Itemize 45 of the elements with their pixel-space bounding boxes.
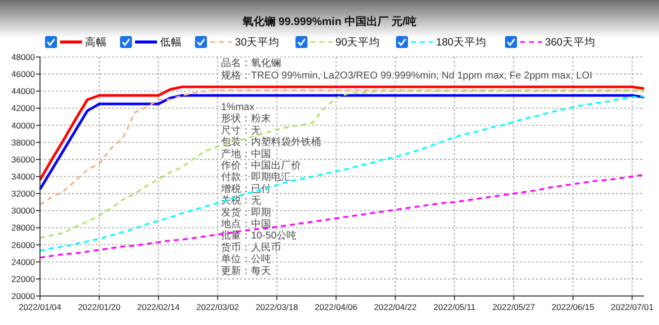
y-tick-label: 24000 bbox=[11, 256, 36, 267]
x-tick-label: 2022/05/27 bbox=[492, 302, 536, 312]
y-tick-label: 36000 bbox=[11, 154, 36, 164]
x-tick-label: 2022/07/01 bbox=[610, 302, 654, 312]
x-tick-label: 2022/05/11 bbox=[434, 302, 476, 312]
y-tick-label: 44000 bbox=[11, 86, 36, 96]
x-tick-label: 2022/01/04 bbox=[18, 302, 62, 312]
y-tick-label: 40000 bbox=[11, 120, 36, 130]
x-tick-label: 2022/04/22 bbox=[374, 302, 417, 312]
x-tick-label: 2022/03/02 bbox=[196, 302, 240, 312]
legend-label: 180天平均 bbox=[436, 36, 487, 49]
x-tick-label: 2022/01/20 bbox=[78, 302, 121, 312]
annotation: 形状：粉末 bbox=[221, 112, 271, 125]
y-tick-label: 30000 bbox=[11, 206, 36, 216]
legend-label: 90天平均 bbox=[336, 36, 380, 49]
legend-label: 高幅 bbox=[85, 36, 107, 49]
annotation: 付款：即期电汇 bbox=[221, 171, 291, 184]
x-tick-label: 2022/06/15 bbox=[552, 302, 594, 312]
annotation: 货币：人民币 bbox=[221, 241, 281, 254]
annotation: 作价：中国出厂价 bbox=[220, 160, 301, 172]
y-tick-label: 46000 bbox=[11, 69, 36, 80]
y-tick-label: 42000 bbox=[11, 103, 36, 114]
y-tick-label: 34000 bbox=[11, 171, 36, 182]
annotation: 单位：公吨 bbox=[221, 253, 271, 266]
x-tick-label: 2022/02/14 bbox=[137, 302, 180, 312]
line-series bbox=[38, 86, 646, 182]
text: 规格：TREO 99%min, La2O3/REO 99.999%min, Nd 1ppm max, Fe 2ppm max, LOI 1%max bbox=[221, 70, 592, 113]
legend-label: 低幅 bbox=[160, 36, 182, 49]
x-tick-label: 2022/04/06 bbox=[314, 302, 358, 312]
y-tick-label: 22000 bbox=[11, 274, 36, 284]
chart-title: 氧化镧 99.999%min 中国出厂 元/吨 bbox=[241, 15, 417, 28]
y-tick-label: 20000 bbox=[11, 290, 36, 301]
y-tick-label: 26000 bbox=[11, 240, 36, 250]
y-tick-label: 38000 bbox=[11, 137, 36, 148]
x-tick-label: 2022/03/18 bbox=[256, 302, 298, 312]
legend-label: 360天平均 bbox=[545, 36, 596, 49]
annotation: 发货：即期 bbox=[221, 206, 271, 218]
annotation: 地点：中国 bbox=[220, 218, 271, 230]
y-tick-label: 32000 bbox=[11, 188, 36, 199]
y-tick-label: 28000 bbox=[11, 222, 36, 233]
annotation: 更新：每天 bbox=[221, 264, 271, 277]
annotation: 品名：氧化镧 bbox=[221, 57, 281, 69]
legend-label: 30天平均 bbox=[235, 36, 280, 49]
annotation: 产地：中国 bbox=[221, 148, 271, 160]
y-tick-label: 48000 bbox=[11, 52, 36, 62]
